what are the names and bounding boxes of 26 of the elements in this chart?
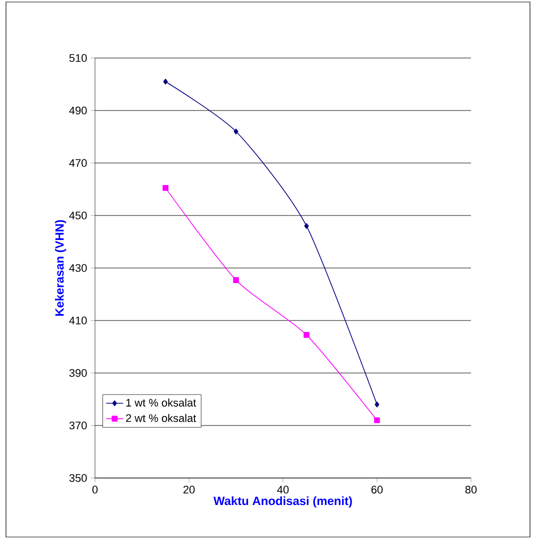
y-axis-title: Kekerasan (VHN) bbox=[54, 220, 66, 316]
y-tick-label: 430 bbox=[69, 264, 87, 272]
y-tick-label: 410 bbox=[69, 316, 87, 324]
x-tick-label: 80 bbox=[465, 486, 477, 494]
x-tick-label: 0 bbox=[92, 486, 98, 494]
y-tick-label: 470 bbox=[69, 159, 87, 167]
point bbox=[304, 223, 309, 229]
point bbox=[374, 402, 380, 408]
legend-label: 1 wt % oksalat bbox=[126, 398, 196, 407]
y-tick-label: 370 bbox=[69, 422, 87, 430]
point bbox=[304, 332, 310, 338]
point bbox=[162, 185, 168, 191]
point bbox=[163, 78, 168, 85]
x-axis-title: Waktu Anodisasi (menit) bbox=[213, 496, 352, 508]
point bbox=[233, 277, 239, 283]
x-tick-label: 20 bbox=[183, 486, 195, 494]
point bbox=[374, 417, 380, 424]
y-tick-label: 390 bbox=[69, 369, 87, 377]
x-tick-label: 40 bbox=[277, 486, 289, 494]
legend-label: 2 wt % oksalat bbox=[126, 414, 196, 422]
point bbox=[234, 128, 238, 134]
y-tick-label: 490 bbox=[69, 106, 87, 114]
y-tick-label: 450 bbox=[69, 212, 87, 220]
y-tick-label: 350 bbox=[69, 474, 87, 482]
y-tick-label: 510 bbox=[69, 54, 87, 62]
x-tick-label: 60 bbox=[371, 486, 383, 494]
